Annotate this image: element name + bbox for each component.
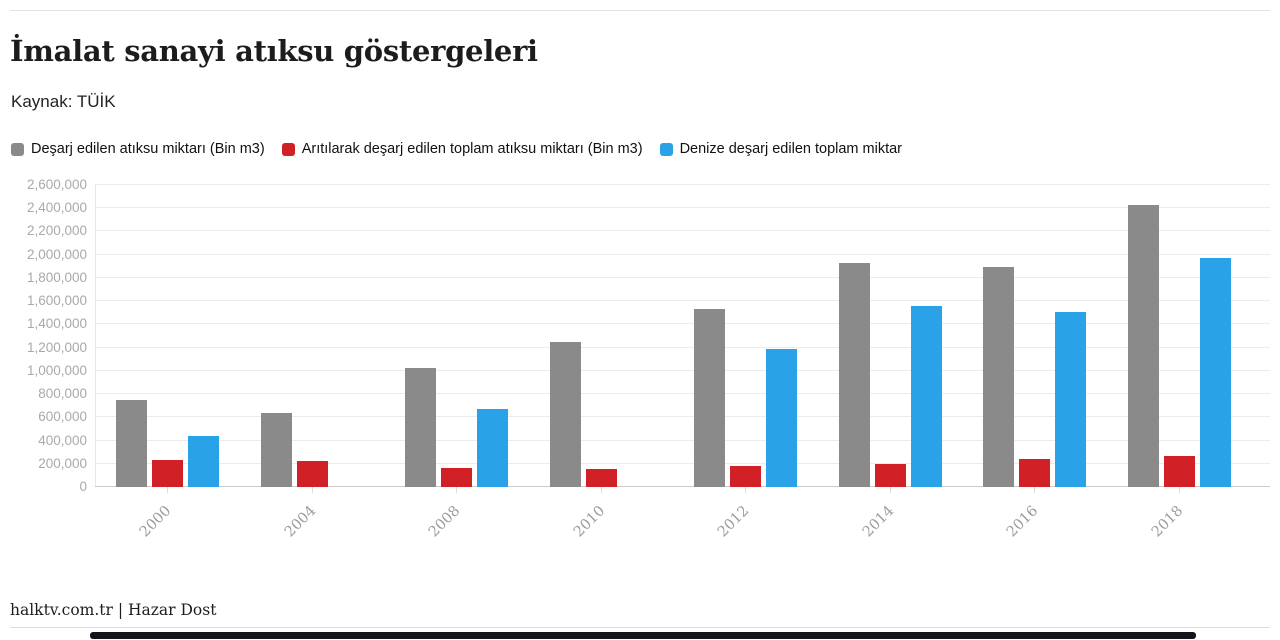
bar-2012-series0 — [694, 309, 725, 487]
gridline — [95, 253, 1270, 255]
y-tick-label: 2,600,000 — [26, 177, 87, 192]
gridline — [95, 369, 1270, 371]
y-tick-label: 1,800,000 — [26, 269, 87, 285]
gridline — [95, 300, 1270, 302]
bar-2014-series1 — [874, 463, 906, 487]
gridline — [95, 393, 1270, 395]
legend-item-treated: Arıtılarak deşarj edilen toplam atıksu m… — [281, 141, 643, 157]
x-tick-label-2000: 2000 — [136, 503, 175, 541]
y-tick-label: 1,200,000 — [26, 339, 87, 355]
bar-2000-series1 — [152, 460, 183, 487]
source-label: Kaynak: TÜİK — [11, 92, 116, 111]
blue-swatch-icon — [659, 142, 673, 156]
y-tick-label: 1,000,000 — [26, 362, 87, 378]
legend: Deşarj edilen atıksu miktarı (Bin m3) Ar… — [11, 141, 902, 157]
gridline — [95, 230, 1270, 232]
attribution: halktv.com.tr | Hazar Dost — [10, 601, 217, 619]
x-tick-label-2008: 2008 — [425, 503, 464, 541]
bar-2004-series0 — [260, 413, 292, 487]
y-tick-label: 0 — [79, 479, 87, 494]
horizontal-scrollbar-thumb[interactable] — [90, 632, 1196, 639]
y-tick-label: 2,400,000 — [26, 200, 87, 216]
red-swatch-icon — [281, 142, 295, 156]
bar-2014-series2 — [910, 306, 942, 487]
y-tick-label: 1,600,000 — [26, 293, 87, 309]
y-axis-labels: 0 200,000 400,000 600,000 800,000 1,000,000 1,… — [0, 178, 87, 494]
x-tick — [167, 487, 168, 493]
x-tick-label-2016: 2016 — [1003, 503, 1042, 541]
bottom-divider — [10, 627, 1270, 628]
x-tick — [600, 487, 602, 493]
plot-area — [95, 184, 1270, 493]
x-axis-labels: 2000 2004 2008 2010 2012 2014 2016 2018 — [95, 487, 1270, 547]
bar-2010-series0 — [549, 341, 581, 487]
gridline — [95, 276, 1270, 278]
x-tick-label-2014: 2014 — [859, 503, 897, 541]
legend-item-discharged: Deşarj edilen atıksu miktarı (Bin m3) — [11, 141, 265, 157]
y-tick-label: 600,000 — [38, 409, 87, 425]
x-tick-label-2004: 2004 — [281, 503, 319, 541]
gray-swatch-icon — [11, 142, 24, 156]
gridline — [95, 439, 1270, 441]
legend-item-sea: Denize deşarj edilen toplam miktar — [659, 141, 902, 157]
x-tick — [311, 487, 313, 493]
y-axis-line — [95, 185, 96, 487]
bar-2010-series1 — [585, 469, 617, 487]
x-tick-label-2012: 2012 — [714, 503, 753, 541]
y-tick-label: 400,000 — [38, 432, 87, 448]
x-tick-label-2018: 2018 — [1148, 503, 1186, 541]
y-tick-label: 200,000 — [38, 455, 87, 471]
bar-2016-series0 — [983, 266, 1014, 487]
x-tick-label-2010: 2010 — [570, 503, 608, 541]
bar-2012-series2 — [766, 348, 797, 487]
bar-2000-series2 — [188, 436, 219, 487]
y-tick-label: 2,200,000 — [26, 223, 87, 239]
x-tick — [1178, 487, 1180, 493]
x-tick — [456, 487, 457, 493]
y-tick-label: 2,000,000 — [26, 246, 87, 262]
gridline — [95, 323, 1270, 325]
legend-label: Deşarj edilen atıksu miktarı (Bin m3) — [31, 141, 265, 157]
bar-2016-series2 — [1055, 311, 1086, 487]
bar-2008-series0 — [405, 367, 436, 487]
bar-2000-series0 — [116, 399, 147, 487]
gridline — [95, 416, 1270, 418]
x-tick — [745, 487, 746, 493]
x-tick — [889, 487, 891, 493]
gridline — [95, 207, 1270, 209]
bar-2014-series0 — [838, 262, 870, 487]
top-divider — [10, 10, 1270, 11]
bar-2016-series1 — [1019, 459, 1050, 487]
x-axis-baseline — [95, 486, 1270, 487]
legend-label: Denize deşarj edilen toplam miktar — [679, 141, 902, 157]
bar-2012-series1 — [730, 466, 761, 487]
gridline — [95, 184, 1270, 185]
x-tick — [1034, 487, 1035, 493]
bar-2018-series0 — [1127, 204, 1159, 487]
page-title: İmalat sanayi atıksu göstergeleri — [10, 34, 538, 68]
y-tick-label: 1,400,000 — [26, 316, 87, 332]
bar-2008-series1 — [441, 468, 472, 487]
legend-label: Arıtılarak deşarj edilen toplam atıksu m… — [301, 141, 643, 157]
bar-2018-series2 — [1199, 258, 1231, 487]
y-tick-label: 800,000 — [38, 386, 87, 402]
gridline — [95, 346, 1270, 348]
bar-2018-series1 — [1163, 455, 1195, 487]
bar-2004-series1 — [296, 460, 328, 487]
bar-2008-series2 — [477, 408, 508, 487]
gridline — [95, 462, 1270, 464]
